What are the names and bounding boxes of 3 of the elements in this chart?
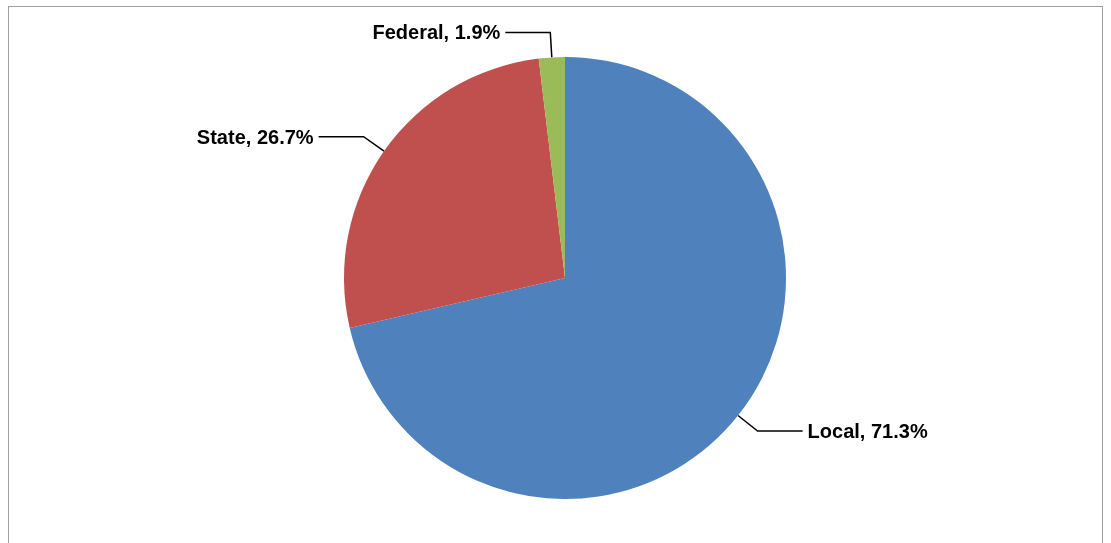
slice-label: State, 26.7% (196, 125, 314, 148)
slice-label: Federal, 1.9% (372, 21, 501, 44)
slice-label: Local, 71.3% (807, 420, 928, 443)
